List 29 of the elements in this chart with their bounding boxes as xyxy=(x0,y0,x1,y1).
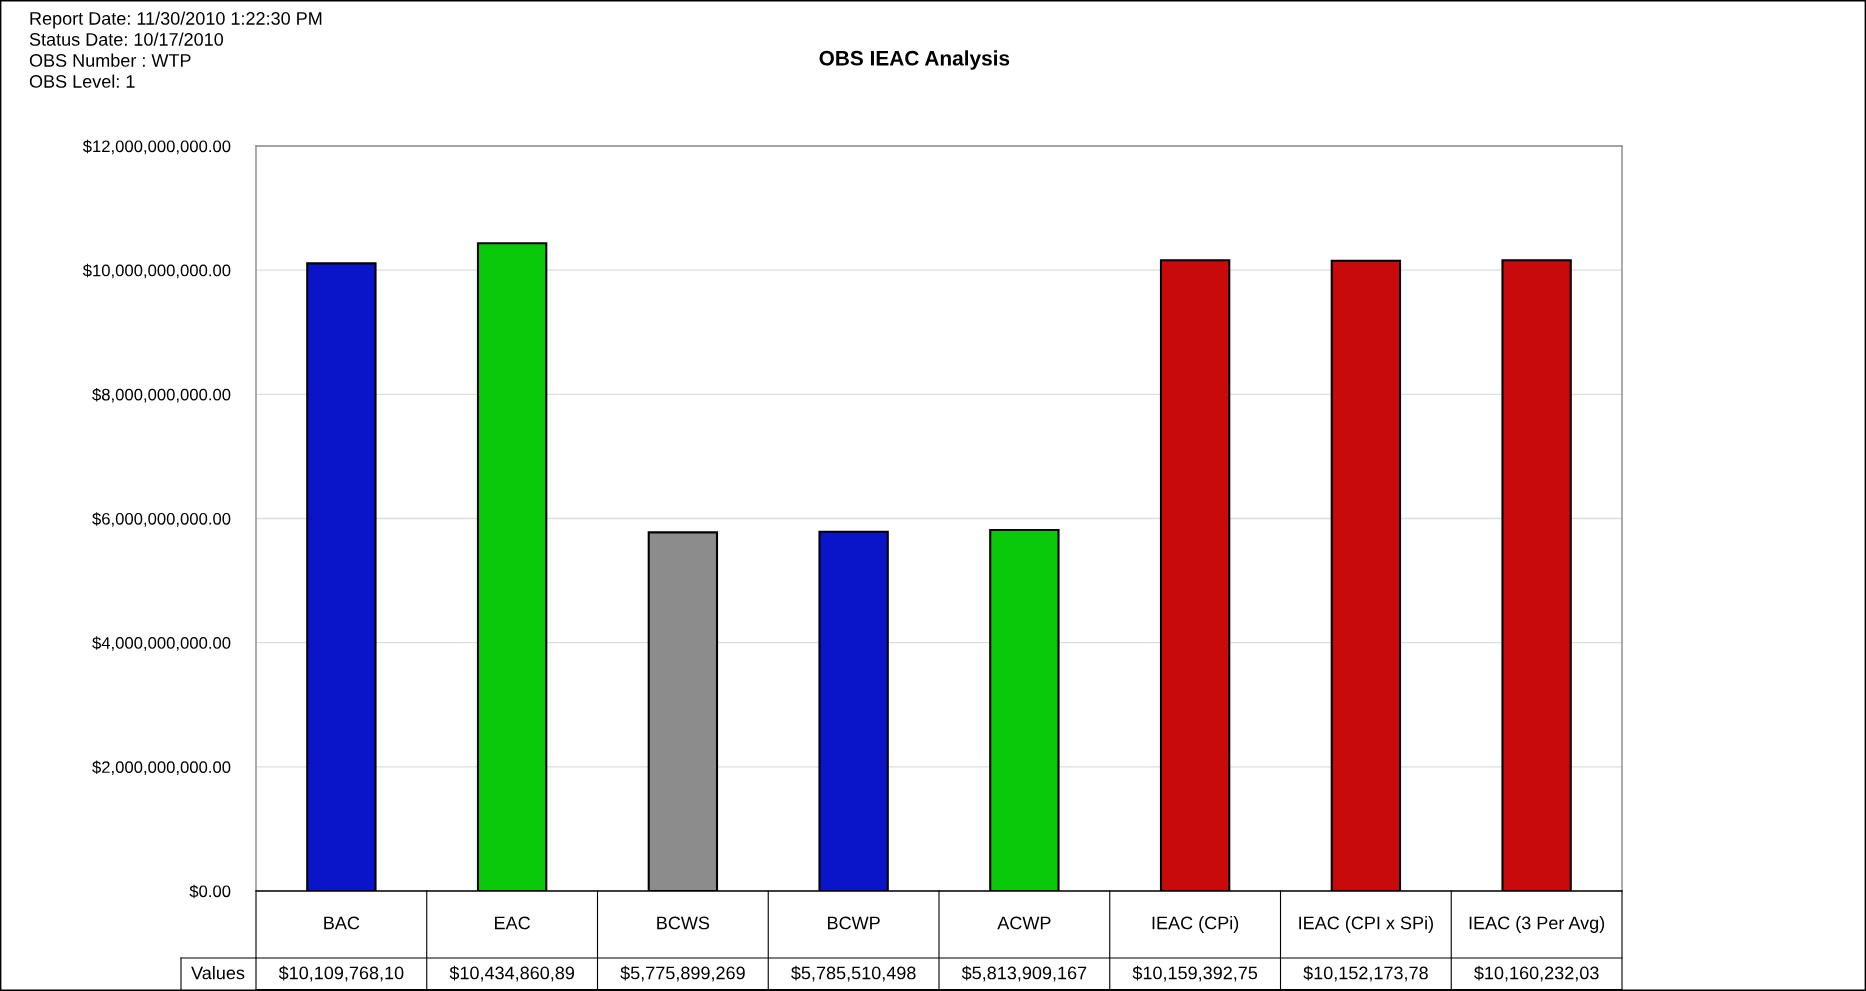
y-tick-label: $6,000,000,000.00 xyxy=(92,512,231,527)
x-tick-label: BCWS xyxy=(657,916,710,930)
x-tick-label: BCWP xyxy=(828,916,880,930)
x-tick-label: IEAC (CPI x SPi) xyxy=(1299,916,1433,933)
text: Status Date: 10/17/2010 xyxy=(29,32,224,46)
text: OBS Level: 1 xyxy=(29,74,135,88)
chart-title: OBS IEAC Analysis xyxy=(819,50,1010,70)
data-label: $5,785,510,498 xyxy=(791,965,916,982)
text: OBS Number : WTP xyxy=(29,53,191,67)
y-tick-label: $2,000,000,000.00 xyxy=(92,760,231,776)
data-label: $10,434,860,89 xyxy=(449,965,575,982)
y-tick-label: $8,000,000,000.00 xyxy=(92,388,231,403)
y-tick-label: $12,000,000,000.00 xyxy=(82,139,231,155)
data-label: $5,813,909,167 xyxy=(961,965,1087,982)
y-tick-label: $4,000,000,000.00 xyxy=(92,636,231,651)
x-tick-label: BAC xyxy=(324,916,360,930)
x-tick-label: ACWP xyxy=(997,916,1051,930)
x-tick-label: IEAC (CPi) xyxy=(1152,916,1239,933)
y-tick-label: $10,000,000,000.00 xyxy=(82,263,231,279)
data-label: $10,160,232,03 xyxy=(1474,965,1599,982)
x-tick-label: IEAC (3 Per Avg) xyxy=(1469,916,1605,933)
text: Values xyxy=(191,966,245,980)
text: Report Date: 11/30/2010 1:22:30 PM xyxy=(30,11,322,29)
y-tick-label: $0.00 xyxy=(189,884,231,899)
x-tick-label: EAC xyxy=(495,916,530,930)
data-label: $10,152,173,78 xyxy=(1303,965,1428,982)
data-label: $10,159,392,75 xyxy=(1132,965,1258,982)
data-label: $10,109,768,10 xyxy=(278,965,404,982)
data-label: $5,775,899,269 xyxy=(620,965,745,982)
